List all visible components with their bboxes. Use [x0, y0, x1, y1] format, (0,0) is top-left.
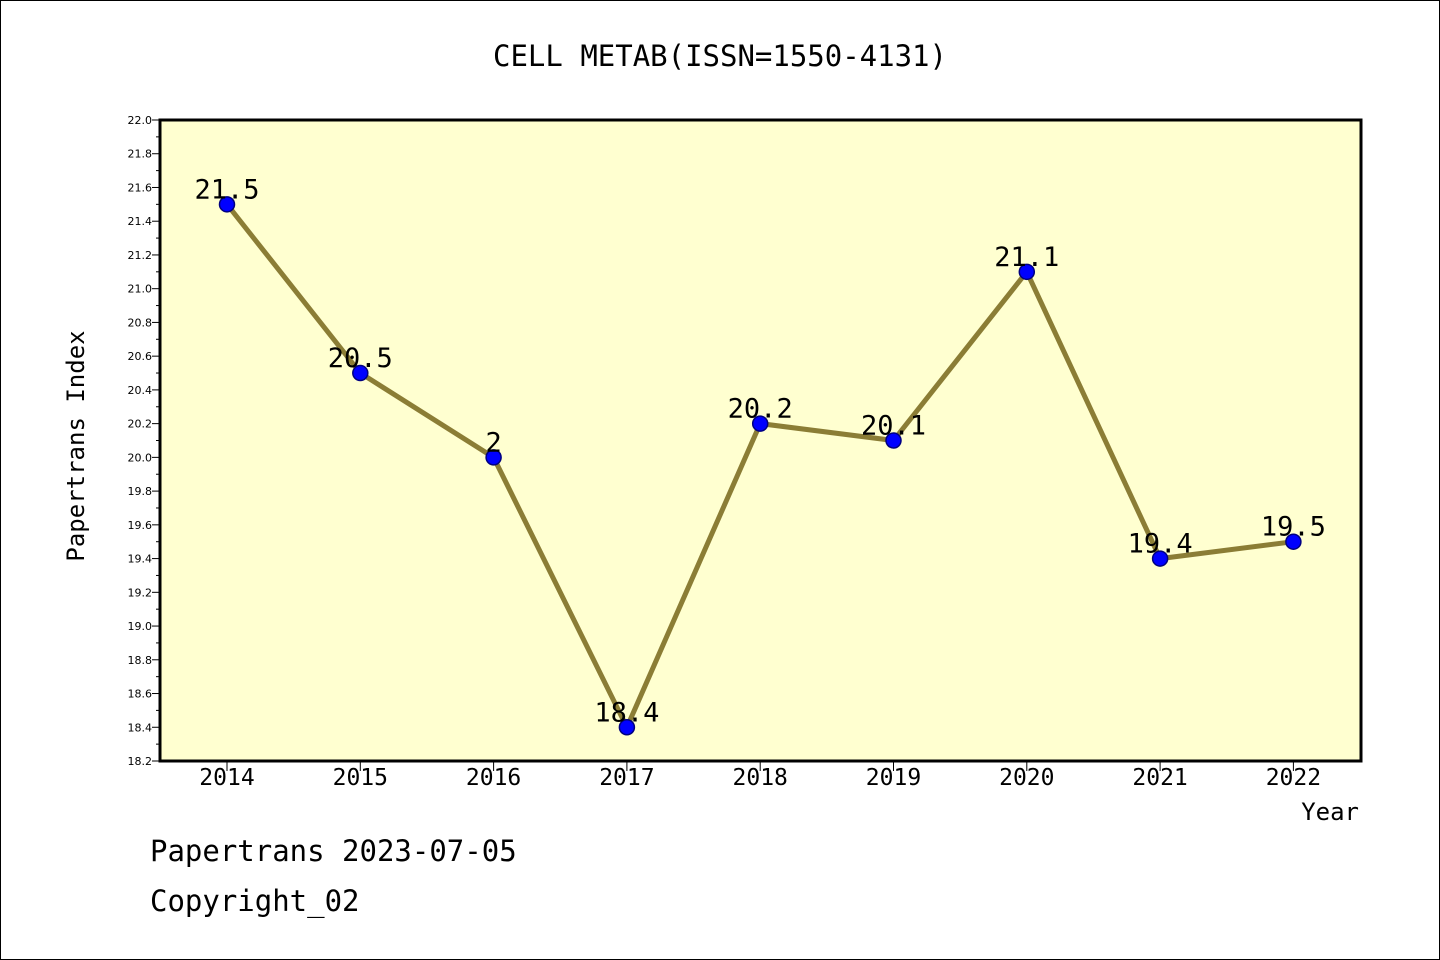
y-tick-label: 21.8: [128, 148, 153, 161]
data-point: [885, 432, 902, 449]
x-axis: 2014 2015 2016 2017 2018 2019 2020 2021 2022: [199, 761, 1321, 791]
data-label: 2: [485, 427, 501, 458]
data-label: 19.4: [1128, 529, 1193, 560]
data-point: [485, 449, 502, 466]
y-tick-label: 18.6: [128, 688, 153, 701]
footer-date: Papertrans 2023-07-05: [150, 834, 517, 868]
x-tick-label: 2020: [999, 765, 1054, 791]
data-labels: 21.5 20.5 2 18.4 20.2 20.1 21.1 19.4 19.5: [194, 174, 1325, 728]
data-label: 20.2: [728, 394, 793, 425]
y-tick-label: 21.6: [128, 181, 153, 194]
data-label: 18.4: [594, 697, 659, 728]
y-tick-label: 21.2: [128, 249, 153, 262]
y-tick-label: 20.0: [128, 451, 153, 464]
x-tick-label: 2019: [866, 765, 921, 791]
data-points: [218, 196, 1302, 736]
x-tick-label: 2015: [333, 765, 388, 791]
x-tick-label: 2018: [733, 765, 788, 791]
x-tick-label: 2014: [199, 765, 254, 791]
data-label: 21.1: [994, 242, 1059, 273]
y-tick-label: 20.8: [128, 316, 153, 329]
y-tick-label: 22.0: [128, 114, 153, 127]
y-axis: 18.2 18.4 18.6 18.8 19.0 19.2 19.4 19.6 19.8 20.0…: [128, 114, 160, 768]
y-axis-label: Papertrans Index: [62, 330, 90, 561]
plot-area: [158, 118, 1363, 763]
y-tick-label: 19.2: [128, 586, 153, 599]
data-point: [1285, 533, 1302, 550]
data-point: [1151, 550, 1169, 567]
data-point: [1018, 263, 1036, 281]
data-label: 20.5: [328, 343, 393, 374]
y-tick-label: 18.2: [128, 755, 153, 768]
y-tick-label: 20.2: [128, 418, 153, 431]
data-label: 20.1: [861, 411, 926, 442]
y-tick-label: 19.6: [128, 519, 153, 532]
data-label: 21.5: [194, 174, 259, 205]
data-point: [618, 719, 636, 736]
y-tick-label: 19.4: [128, 553, 153, 566]
y-tick-label: 21.4: [128, 215, 153, 228]
x-tick-label: 2021: [1132, 765, 1187, 791]
y-tick-label: 18.4: [128, 721, 153, 734]
y-tick-label: 19.8: [128, 485, 153, 498]
x-axis-label: Year: [1301, 798, 1359, 826]
footer-copyright: Copyright_02: [150, 884, 360, 918]
y-tick-label: 18.8: [128, 654, 153, 667]
y-tick-label: 20.4: [128, 384, 153, 397]
x-tick-label: 2016: [466, 765, 521, 791]
x-tick-label: 2022: [1266, 765, 1321, 791]
y-tick-label: 21.0: [128, 283, 153, 296]
chart-title: CELL METAB(ISSN=1550-4131): [493, 39, 947, 73]
data-point: [352, 364, 369, 382]
x-tick-label: 2017: [599, 765, 654, 791]
y-tick-label: 19.0: [128, 620, 153, 633]
data-label: 19.5: [1261, 512, 1326, 543]
data-point: [218, 196, 236, 213]
y-tick-label: 20.6: [128, 350, 153, 363]
data-point: [751, 415, 769, 432]
